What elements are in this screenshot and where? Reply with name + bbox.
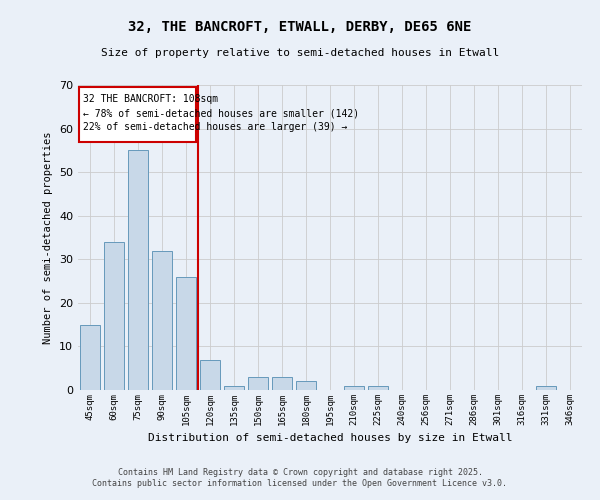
Bar: [224, 386, 244, 390]
Bar: [200, 360, 220, 390]
Bar: [296, 382, 316, 390]
Y-axis label: Number of semi-detached properties: Number of semi-detached properties: [43, 131, 53, 344]
Bar: [80, 324, 100, 390]
Bar: [104, 242, 124, 390]
Text: 22% of semi-detached houses are larger (39) →: 22% of semi-detached houses are larger (…: [83, 122, 347, 132]
Text: ← 78% of semi-detached houses are smaller (142): ← 78% of semi-detached houses are smalle…: [83, 108, 359, 118]
Text: Size of property relative to semi-detached houses in Etwall: Size of property relative to semi-detach…: [101, 48, 499, 58]
Bar: [536, 386, 556, 390]
Bar: [344, 386, 364, 390]
Bar: [152, 250, 172, 390]
Bar: [128, 150, 148, 390]
Bar: [368, 386, 388, 390]
Bar: [176, 276, 196, 390]
Text: 32, THE BANCROFT, ETWALL, DERBY, DE65 6NE: 32, THE BANCROFT, ETWALL, DERBY, DE65 6N…: [128, 20, 472, 34]
X-axis label: Distribution of semi-detached houses by size in Etwall: Distribution of semi-detached houses by …: [148, 434, 512, 444]
Text: Contains HM Land Registry data © Crown copyright and database right 2025.
Contai: Contains HM Land Registry data © Crown c…: [92, 468, 508, 487]
Bar: [248, 377, 268, 390]
Bar: [272, 377, 292, 390]
FancyBboxPatch shape: [79, 87, 196, 142]
Text: 32 THE BANCROFT: 108sqm: 32 THE BANCROFT: 108sqm: [83, 94, 218, 104]
